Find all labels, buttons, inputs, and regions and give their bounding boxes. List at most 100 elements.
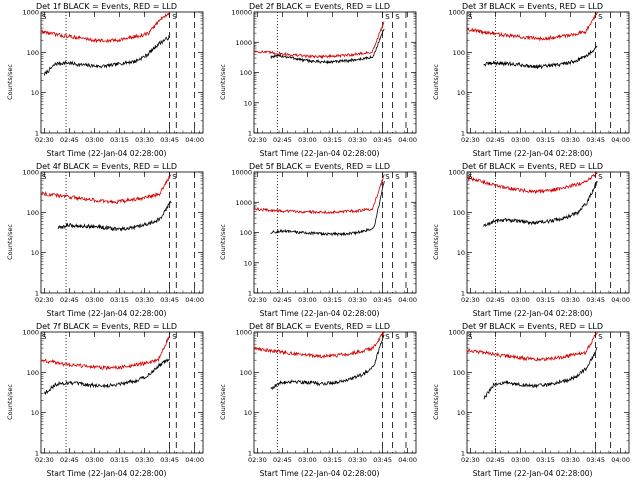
- y-tick-label: 100: [240, 69, 252, 77]
- x-tick-label: 03:15: [110, 296, 129, 304]
- lld-series-line: [40, 11, 170, 44]
- y-tick-label: 10: [244, 99, 252, 107]
- saa-marker-label: S: [468, 173, 473, 181]
- detector-panel: Det 9f BLACK = Events, RED = LLD Start Ti…: [426, 320, 639, 480]
- lld-series-line: [466, 11, 598, 42]
- y-tick-label: 10: [31, 89, 39, 97]
- x-tick-label: 03:00: [85, 296, 104, 304]
- x-tick-label: 04:00: [185, 456, 204, 464]
- detector-panel: Det 6f BLACK = Events, RED = LLD Start Ti…: [426, 160, 639, 320]
- x-tick-label: 04:00: [611, 456, 630, 464]
- saa-marker-label: S: [42, 333, 47, 341]
- x-tick-label: 03:30: [348, 136, 367, 144]
- y-tick-label: 1: [461, 290, 465, 298]
- x-tick-label: 03:00: [298, 456, 317, 464]
- y-tick-label: 1: [35, 450, 39, 458]
- lld-series-line: [40, 174, 172, 204]
- y-tick-label: 1000: [22, 169, 39, 177]
- x-tick-label: 03:15: [536, 296, 555, 304]
- plot-frame: [253, 11, 417, 134]
- plot-frame: [466, 11, 630, 134]
- y-tick-label: 1000: [448, 9, 465, 17]
- x-tick-label: 04:00: [185, 296, 204, 304]
- plot-area: 1 10 100 1000 02:30 02:45 03:00 03:15 03:30 03:45…: [22, 169, 204, 305]
- x-tick-label: 03:15: [110, 136, 129, 144]
- x-tick-label: 03:00: [511, 456, 530, 464]
- y-tick-label: 10: [457, 409, 465, 417]
- x-axis-label: Start Time (22-Jan-04 02:28:00): [259, 149, 380, 158]
- y-tick-label: 100: [27, 49, 39, 57]
- lld-series-line: [466, 331, 598, 362]
- plot-frame: [40, 11, 204, 134]
- x-axis-label: Start Time (22-Jan-04 02:28:00): [46, 309, 167, 318]
- plot-area: 1 10 100 1000 02:30 02:45 03:00 03:15 03:30 03:45…: [448, 169, 630, 305]
- saa-marker-label: S: [385, 333, 390, 341]
- x-tick-label: 02:45: [273, 456, 292, 464]
- x-tick-label: 04:00: [398, 136, 417, 144]
- plot-area: 1 10 100 1000 02:30 02:45 03:00 03:15 03:30 03:45…: [235, 329, 417, 465]
- x-tick-label: 03:00: [511, 296, 530, 304]
- x-tick-label: 02:45: [486, 456, 505, 464]
- x-tick-label: 03:15: [323, 136, 342, 144]
- x-tick-label: 03:30: [135, 296, 154, 304]
- x-tick-label: 02:45: [486, 296, 505, 304]
- y-tick-label: 10: [244, 409, 252, 417]
- y-tick-label: 100: [27, 369, 39, 377]
- plot-area: 1 10 100 1000 02:30 02:45 03:00 03:15 03:30 03:45…: [448, 9, 630, 145]
- x-tick-label: 03:45: [373, 296, 392, 304]
- y-tick-label: 1000: [235, 199, 252, 207]
- x-axis-label: Start Time (22-Jan-04 02:28:00): [472, 469, 593, 478]
- x-tick-label: 02:45: [60, 456, 79, 464]
- x-tick-label: 03:00: [85, 136, 104, 144]
- y-tick-label: 1: [461, 450, 465, 458]
- x-tick-label: 02:45: [60, 296, 79, 304]
- plot-frame: [466, 171, 630, 294]
- x-tick-label: 03:00: [298, 136, 317, 144]
- y-tick-label: 100: [453, 369, 465, 377]
- x-tick-label: 03:15: [323, 456, 342, 464]
- x-tick-label: 02:30: [35, 296, 54, 304]
- x-tick-label: 03:15: [536, 136, 555, 144]
- events-series-line: [483, 45, 598, 70]
- x-tick-label: 03:45: [586, 456, 605, 464]
- x-tick-label: 04:00: [611, 136, 630, 144]
- saa-marker-label: S: [385, 173, 390, 181]
- x-tick-label: 03:15: [536, 456, 555, 464]
- x-tick-label: 03:45: [160, 456, 179, 464]
- y-tick-label: 1: [35, 290, 39, 298]
- x-tick-label: 03:30: [561, 296, 580, 304]
- panel-title: Det 2f BLACK = Events, RED = LLD: [248, 2, 391, 11]
- saa-marker-label: S: [42, 173, 47, 181]
- x-tick-label: 02:45: [273, 296, 292, 304]
- saa-marker-label: S: [395, 173, 400, 181]
- x-tick-label: 03:00: [85, 456, 104, 464]
- x-tick-label: 03:45: [373, 456, 392, 464]
- y-tick-label: 1: [461, 130, 465, 138]
- x-tick-label: 03:30: [135, 456, 154, 464]
- saa-marker-label: S: [598, 333, 603, 341]
- x-tick-label: 02:30: [248, 136, 267, 144]
- detector-panel: Det 2f BLACK = Events, RED = LLD Start Ti…: [213, 0, 426, 160]
- plot-area: 1 10 100 1000 10000 02:30 02:45 03:00 03:15 03:30…: [231, 9, 417, 145]
- events-series-line: [43, 358, 170, 396]
- plot-area: 1 10 100 1000 02:30 02:45 03:00 03:15 03:30 03:45…: [22, 329, 204, 465]
- x-tick-label: 03:45: [160, 296, 179, 304]
- panel-title: Det 5f BLACK = Events, RED = LLD: [248, 162, 391, 171]
- saa-marker-label: S: [172, 13, 177, 21]
- lld-series-line: [253, 174, 385, 215]
- lld-series-line: [40, 334, 170, 371]
- y-tick-label: 1000: [235, 329, 252, 337]
- x-tick-label: 03:30: [135, 136, 154, 144]
- events-series-line: [483, 346, 598, 400]
- events-series-line: [270, 180, 385, 237]
- panel-title: Det 1f BLACK = Events, RED = LLD: [35, 2, 178, 11]
- detector-panel: Det 5f BLACK = Events, RED = LLD Start Ti…: [213, 160, 426, 320]
- x-tick-label: 02:30: [35, 136, 54, 144]
- saa-marker-label: S: [42, 13, 47, 21]
- x-tick-label: 03:45: [586, 296, 605, 304]
- saa-marker-label: S: [385, 13, 390, 21]
- y-tick-label: 10000: [231, 9, 252, 17]
- x-tick-label: 03:30: [561, 136, 580, 144]
- x-axis-label: Start Time (22-Jan-04 02:28:00): [46, 149, 167, 158]
